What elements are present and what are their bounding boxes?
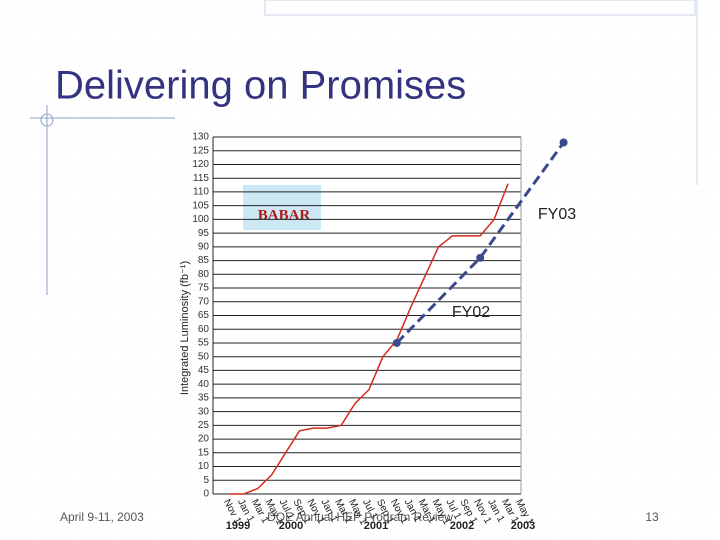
decor-circle <box>40 113 54 127</box>
slide-title: Delivering on Promises <box>55 64 466 108</box>
footer-title: DOE Annual HEP Program Review <box>267 510 453 524</box>
y-tick-label: 105 <box>192 200 209 211</box>
y-tick-label: 0 <box>203 489 209 500</box>
y-tick-label: 45 <box>198 365 210 376</box>
y-tick-label: 80 <box>198 269 210 280</box>
annotation: FY02 <box>452 304 490 321</box>
y-tick-label: 95 <box>198 228 210 239</box>
y-tick-label: 85 <box>198 255 210 266</box>
y-tick-label: 30 <box>198 406 210 417</box>
y-tick-label: 20 <box>198 434 210 445</box>
y-tick-label: 25 <box>198 420 210 431</box>
y-tick-label: 115 <box>193 173 209 184</box>
data-point <box>476 253 485 262</box>
logo: BABAR <box>258 207 311 223</box>
y-tick-label: 130 <box>192 132 209 143</box>
year-label: 2003 <box>511 520 535 532</box>
footer-date: April 9-11, 2003 <box>60 510 144 524</box>
y-tick-label: 55 <box>198 338 210 349</box>
y-tick-label: 120 <box>192 159 209 170</box>
page-number: 13 <box>645 510 659 524</box>
y-tick-label: 5 <box>203 475 209 486</box>
y-axis-label: Integrated Luminosity (fb⁻¹) <box>179 261 191 395</box>
year-label: 1999 <box>226 520 250 532</box>
y-tick-label: 60 <box>198 324 210 335</box>
data-point <box>392 338 401 347</box>
y-tick-label: 40 <box>198 379 210 390</box>
y-tick-label: 70 <box>198 296 210 307</box>
year-label: 2000 <box>279 520 303 532</box>
y-tick-label: 125 <box>192 145 209 156</box>
y-tick-label: 10 <box>198 461 210 472</box>
y-tick-label: 35 <box>198 393 210 404</box>
y-tick-label: 65 <box>198 310 210 321</box>
data-line <box>230 183 509 495</box>
year-label: 2001 <box>364 520 388 532</box>
year-label: 2002 <box>450 520 474 532</box>
y-tick-label: 75 <box>198 283 210 294</box>
data-line <box>395 141 565 345</box>
y-tick-label: 90 <box>198 241 210 252</box>
y-tick-label: 100 <box>192 214 209 225</box>
annotation: FY03 <box>538 206 576 223</box>
y-tick-label: 15 <box>198 447 210 458</box>
decor-box <box>264 0 696 16</box>
y-tick-label: 110 <box>193 187 209 198</box>
y-tick-label: 50 <box>198 351 210 362</box>
data-point <box>559 138 568 147</box>
logo-box <box>243 185 321 230</box>
